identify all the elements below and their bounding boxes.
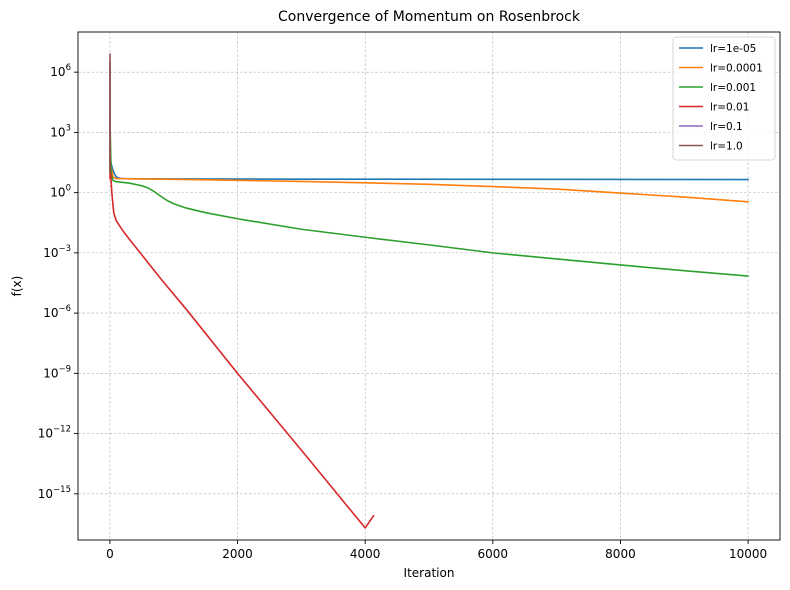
series-layer xyxy=(109,53,749,529)
legend: lr=1e-05 lr=0.0001 lr=0.001 lr=0.01 lr=0.1 lr… xyxy=(672,36,776,161)
y-tick-label: 103 xyxy=(50,123,71,139)
x-axis-ticks: 0 2000 4000 6000 8000 10000 xyxy=(106,540,767,561)
x-tick-label: 2000 xyxy=(222,547,253,561)
x-tick-label: 10000 xyxy=(729,547,767,561)
y-tick-label: 106 xyxy=(50,63,71,79)
x-tick-label: 4000 xyxy=(350,547,381,561)
y-tick-label: 100 xyxy=(50,184,71,200)
legend-label: lr=0.001 xyxy=(710,82,756,94)
legend-label: lr=0.01 xyxy=(710,102,749,114)
y-tick-label: 10−9 xyxy=(43,364,71,380)
y-tick-label: 10−15 xyxy=(38,485,71,501)
y-axis-label: f(x) xyxy=(10,276,24,297)
legend-label: lr=1.0 xyxy=(710,141,743,153)
y-axis-ticks: 10−15 10−12 10−9 10−6 10−3 100 103 106 xyxy=(38,63,78,501)
series-line-2 xyxy=(109,163,749,203)
chart-title: Convergence of Momentum on Rosenbrock xyxy=(278,9,581,25)
series-line-4 xyxy=(109,61,375,529)
legend-label: lr=1e-05 xyxy=(710,43,756,55)
y-tick-label: 10−6 xyxy=(43,304,71,320)
legend-label: lr=0.1 xyxy=(710,121,743,133)
plot-frame xyxy=(77,31,781,541)
grid xyxy=(78,32,780,540)
x-tick-label: 0 xyxy=(106,547,114,561)
y-tick-label: 10−3 xyxy=(43,244,71,260)
y-tick-label: 10−12 xyxy=(38,425,71,441)
x-tick-label: 8000 xyxy=(605,547,636,561)
series-line-3 xyxy=(109,131,749,277)
x-axis-label: Iteration xyxy=(404,566,455,580)
x-tick-label: 6000 xyxy=(478,547,509,561)
legend-label: lr=0.0001 xyxy=(710,63,763,75)
